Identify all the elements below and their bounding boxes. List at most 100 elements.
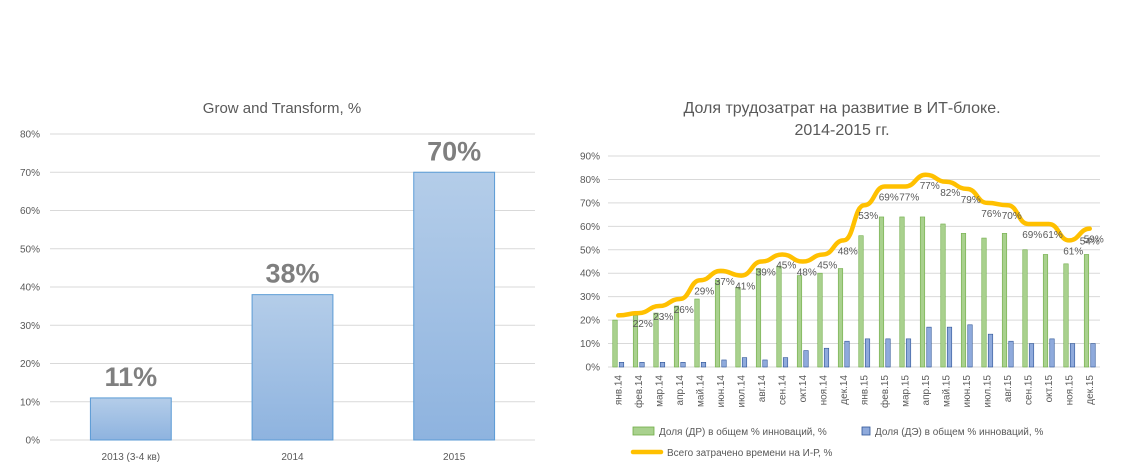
line-data-label: 77% [899, 192, 919, 203]
x-tick-label: дек.15 [1085, 375, 1096, 405]
x-tick-label: авг.15 [1003, 375, 1014, 403]
x-tick-label: май.14 [695, 375, 706, 407]
x-tick-label: окт.15 [1044, 375, 1055, 403]
line-data-label: 23% [653, 312, 673, 323]
x-tick-label: 2015 [443, 452, 466, 463]
total-line-path [616, 172, 1092, 318]
bar-dr [796, 275, 803, 368]
line-data-label: 61% [1043, 230, 1063, 241]
y-tick-label: 50% [20, 244, 40, 255]
bar-dr [1042, 254, 1049, 368]
line-data-label: 48% [838, 246, 858, 257]
bar-dr [1083, 254, 1090, 368]
line-data-label: 41% [735, 282, 755, 293]
bar [413, 171, 496, 441]
bar-dr [899, 216, 905, 368]
bar-dr [735, 286, 741, 368]
line-data-label: 45% [817, 260, 837, 271]
x-tick-label: апр.14 [675, 375, 686, 406]
y-tick-label: 10% [580, 339, 600, 350]
legend-swatch-dr [632, 426, 655, 436]
y-tick-label: 30% [20, 321, 40, 332]
bar-de [905, 338, 912, 368]
bar-dr [837, 268, 844, 368]
bar-dr [981, 237, 987, 368]
y-tick-label: 20% [580, 316, 600, 327]
bar-dr [919, 216, 926, 368]
x-tick-label: июн.14 [716, 375, 727, 408]
line-data-label: 82% [940, 188, 960, 199]
y-tick-label: 0% [586, 363, 601, 374]
line-data-label: 77% [920, 181, 940, 192]
x-tick-label: фев.15 [879, 375, 891, 408]
legend-label-line: Всего затрачено времени на И-Р, % [667, 448, 833, 459]
bar-dr [858, 235, 864, 368]
y-tick-label: 50% [580, 245, 600, 256]
bar-dr [673, 305, 680, 368]
line-data-label: 69% [879, 192, 899, 203]
x-tick-labels: янв.14 фев.14 мар.14 апр.14 май.14 июн.14 июл.… [613, 375, 1096, 408]
x-tick-label: 2013 (3-4 кв) [102, 452, 161, 463]
bar-de [987, 333, 994, 368]
line-data-label: 79% [961, 195, 981, 206]
bar-de [782, 357, 789, 368]
x-tick-label: дек.14 [839, 375, 850, 405]
y-tick-label: 80% [20, 130, 40, 141]
data-label: 70% [427, 136, 481, 166]
x-tick-label: июл.14 [736, 375, 747, 408]
bar-de [762, 359, 768, 368]
y-tick-label: 20% [20, 359, 40, 370]
bar-dr [1001, 233, 1008, 368]
bars [89, 171, 496, 441]
bar-dr [1063, 263, 1069, 368]
y-tick-label: 0% [26, 436, 41, 447]
chart-title: Доля трудозатрат на развитие в ИТ-блоке. [683, 100, 1000, 117]
bar-de [885, 338, 891, 368]
bar [251, 294, 334, 441]
bar-de [844, 340, 850, 368]
line-data-label: 45% [776, 260, 796, 271]
x-tick-label: июн.15 [962, 375, 973, 408]
bar-de [967, 324, 973, 368]
x-tick-label: фев.14 [633, 375, 645, 408]
y-tick-label: 70% [20, 168, 40, 179]
bar-dr [776, 265, 782, 368]
x-tick-label: ноя.14 [818, 375, 829, 406]
bar-dr [694, 298, 700, 368]
y-tick-label: 40% [580, 269, 600, 280]
x-tick-label: сен.14 [777, 375, 788, 405]
x-tick-label: апр.15 [921, 375, 932, 406]
line-data-label: 39% [756, 268, 776, 279]
x-tick-label: июл.15 [982, 375, 993, 408]
bar-dr [612, 319, 618, 368]
y-tick-label: 70% [580, 198, 600, 209]
bar-de [680, 362, 686, 368]
x-tick-label: авг.14 [757, 375, 768, 403]
legend: Доля (ДР) в общем % инноваций, % Доля (ДЭ… [630, 426, 1043, 459]
it-labor-share-chart: Доля трудозатрат на развитие в ИТ-блоке.… [580, 100, 1104, 459]
bar [89, 397, 172, 441]
bar-de [721, 359, 727, 368]
data-label: 11% [105, 362, 158, 392]
chart-title: Grow and Transform, % [203, 100, 361, 117]
total-line [616, 172, 1092, 318]
line-data-label: 54% [1080, 237, 1100, 248]
line-data-label: 37% [715, 277, 735, 288]
bar-de [1090, 343, 1096, 368]
line-data-label: 61% [1063, 246, 1083, 257]
bar-dr [960, 233, 967, 368]
x-tick-label: ноя.15 [1064, 375, 1075, 406]
bar-de [618, 362, 625, 368]
line-data-label: 48% [797, 268, 817, 279]
data-labels: 11% 38% 70% [105, 136, 482, 392]
y-tick-label: 40% [20, 283, 40, 294]
y-tick-label: 60% [20, 206, 40, 217]
bar-de [864, 338, 871, 368]
line-data-label: 76% [981, 209, 1001, 220]
line-data-label: 70% [1002, 211, 1022, 222]
y-tick-label: 10% [20, 397, 40, 408]
bar-de [946, 326, 953, 368]
data-label: 38% [265, 259, 319, 289]
bar-de [926, 326, 932, 368]
